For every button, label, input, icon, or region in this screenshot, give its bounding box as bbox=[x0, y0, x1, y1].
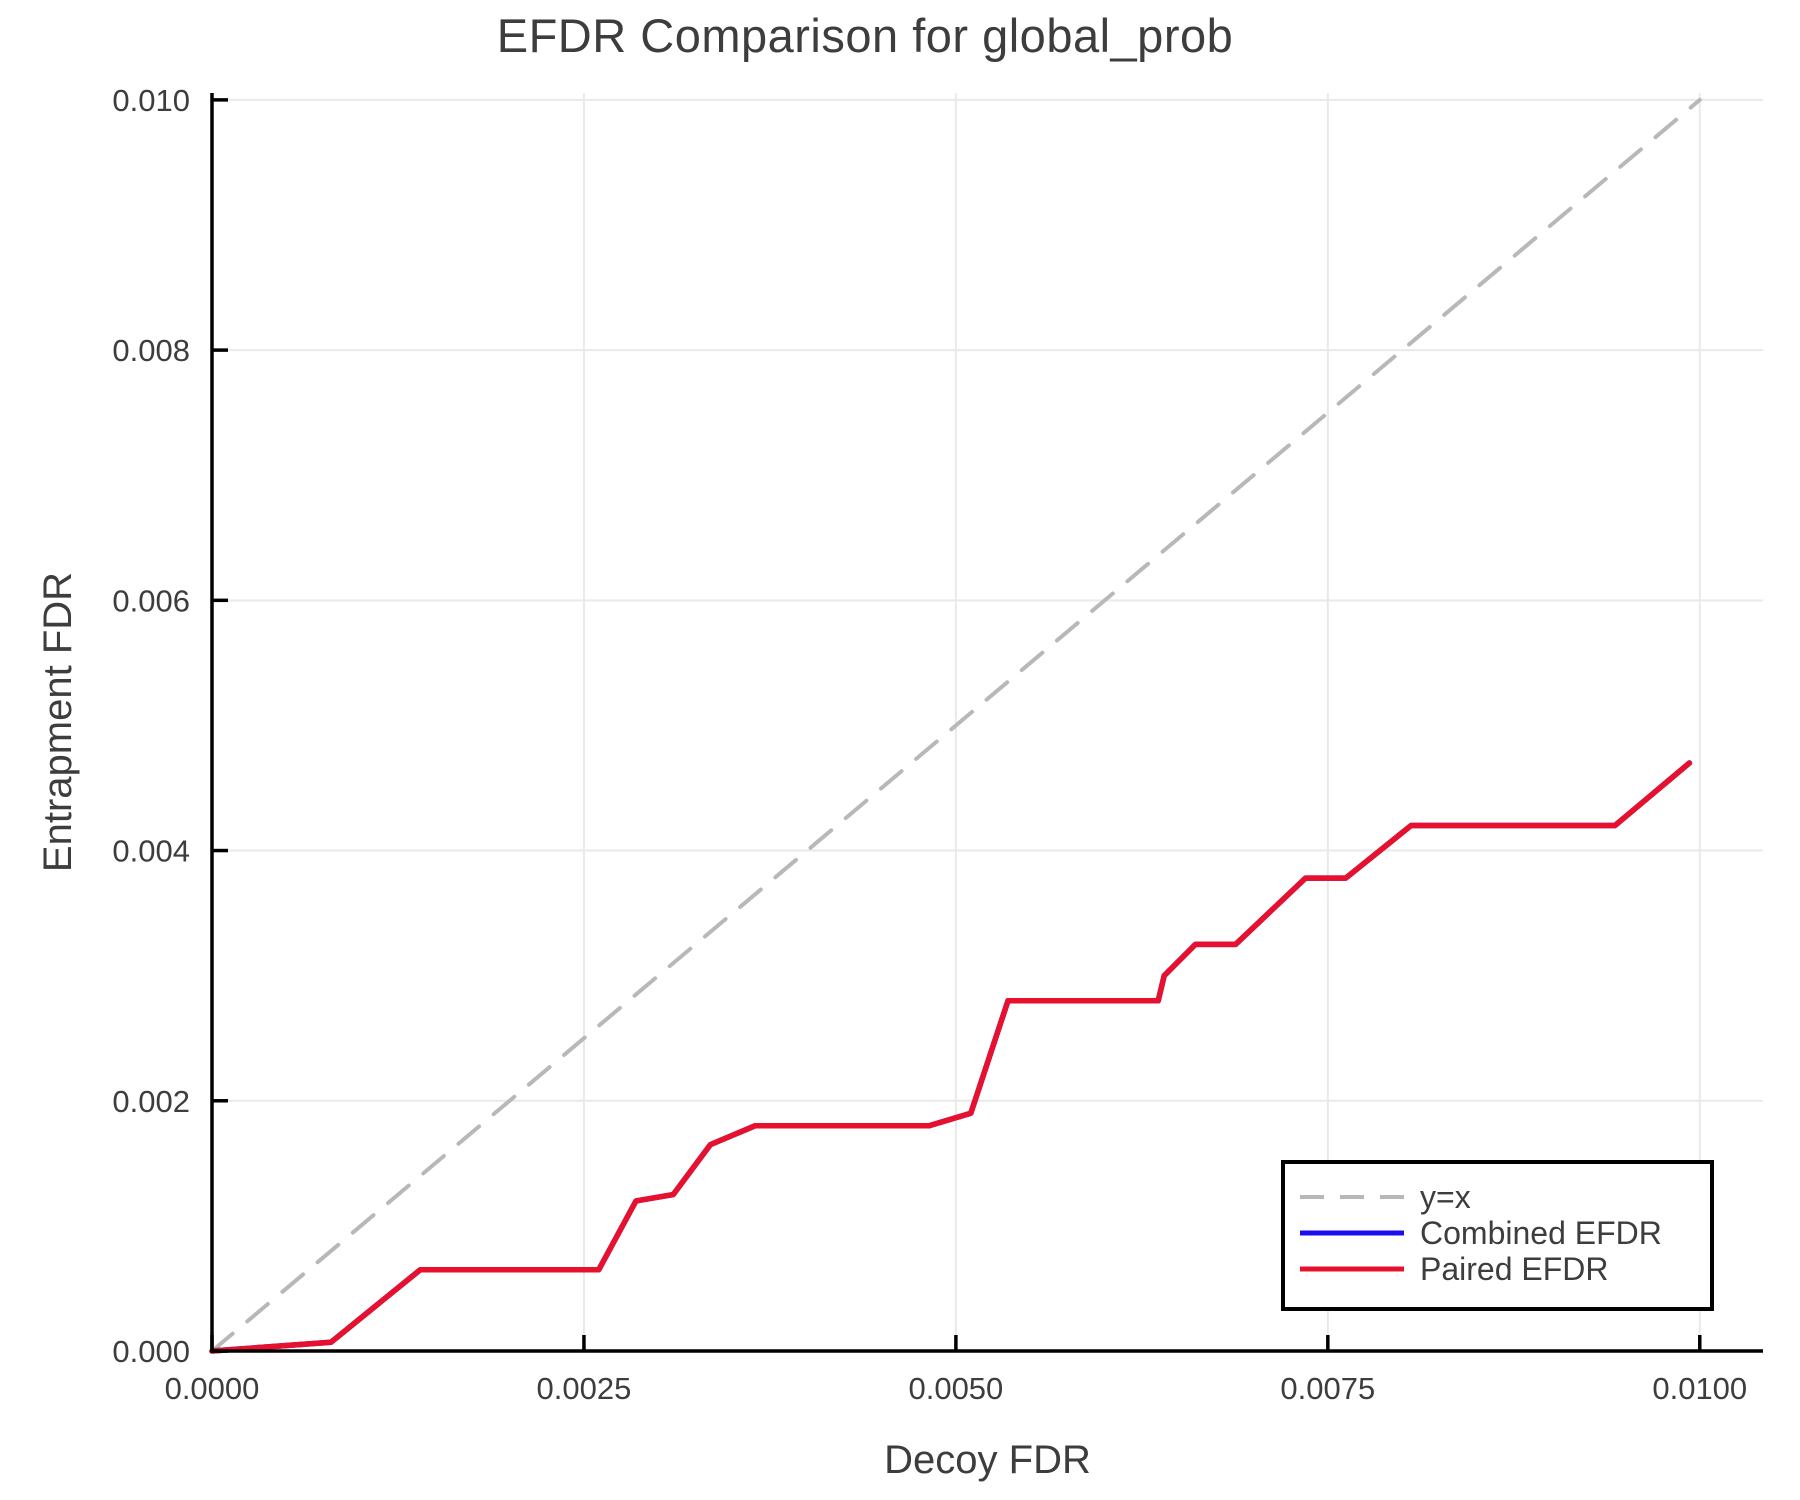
y-tick-label: 0.008 bbox=[112, 333, 190, 368]
legend-label-1: y=x bbox=[1420, 1179, 1471, 1215]
x-axis-label: Decoy FDR bbox=[884, 1438, 1091, 1482]
tick-labels: 0.0000 0.0025 0.0050 0.0075 0.0100 0.000 0.002… bbox=[112, 83, 1747, 1406]
y-tick-label: 0.004 bbox=[112, 834, 190, 869]
series-line-y-x bbox=[210, 97, 1702, 1353]
chart-title: EFDR Comparison for global_prob bbox=[496, 9, 1234, 62]
axes bbox=[210, 93, 1763, 1353]
x-tick-label: 0.0100 bbox=[1652, 1371, 1747, 1406]
y-tick-label: 0.000 bbox=[112, 1334, 190, 1369]
x-tick-label: 0.0000 bbox=[165, 1371, 260, 1406]
x-tick-label: 0.0050 bbox=[908, 1371, 1003, 1406]
legend-label-3: Paired EFDR bbox=[1420, 1251, 1609, 1287]
series-line-paired-efdr bbox=[209, 760, 1693, 1354]
y-tick-label: 0.006 bbox=[112, 583, 190, 618]
x-tick-label: 0.0075 bbox=[1280, 1371, 1375, 1406]
y-tick-label: 0.010 bbox=[112, 83, 190, 118]
y-tick-label: 0.002 bbox=[112, 1084, 190, 1119]
data-series bbox=[209, 97, 1702, 1354]
y-axis-label: Entrapment FDR bbox=[36, 571, 80, 873]
legend-label-2: Combined EFDR bbox=[1420, 1215, 1662, 1251]
x-tick-label: 0.0025 bbox=[537, 1371, 632, 1406]
